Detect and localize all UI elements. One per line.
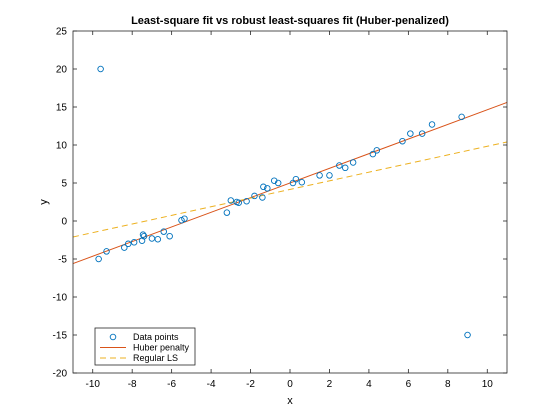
series-line-regular-ls xyxy=(72,141,508,238)
x-tick-label: 10 xyxy=(482,379,494,390)
data-point xyxy=(349,159,357,166)
data-point xyxy=(121,244,128,251)
y-tick-label: 10 xyxy=(56,141,68,152)
data-point xyxy=(428,121,436,128)
y-tick-label: -15 xyxy=(53,331,68,342)
legend-label-data-points: Data points xyxy=(133,332,179,342)
x-tick-label: -10 xyxy=(86,379,101,390)
y-tick-label: 20 xyxy=(56,65,68,76)
y-tick-label: 15 xyxy=(56,103,68,114)
data-point xyxy=(264,185,271,192)
data-point xyxy=(95,255,102,263)
data-point xyxy=(227,197,235,204)
data-point xyxy=(458,113,465,121)
data-point xyxy=(274,179,282,187)
x-tick-label: -4 xyxy=(207,379,216,390)
data-point xyxy=(260,183,267,191)
data-point xyxy=(259,194,266,201)
x-tick-label: 6 xyxy=(406,379,412,390)
data-point xyxy=(407,130,414,137)
x-tick-label: -2 xyxy=(246,379,255,390)
data-point xyxy=(292,175,300,183)
data-point xyxy=(130,239,138,246)
data-point xyxy=(316,172,323,179)
data-point xyxy=(235,199,242,207)
data-point xyxy=(160,228,167,235)
x-tick-label: 4 xyxy=(366,379,372,390)
data-point xyxy=(373,147,381,154)
y-axis-label: y xyxy=(38,199,50,205)
data-point xyxy=(243,197,250,205)
data-point xyxy=(103,248,110,255)
data-point xyxy=(399,137,406,145)
x-tick-label: 0 xyxy=(287,379,293,390)
data-point xyxy=(140,232,148,240)
y-tick-label: -20 xyxy=(53,369,68,380)
data-point xyxy=(166,232,173,240)
data-point xyxy=(341,164,349,172)
data-point xyxy=(251,192,258,200)
data-point xyxy=(369,150,377,158)
data-point xyxy=(181,215,188,222)
x-tick-label: 8 xyxy=(445,379,451,390)
y-tick-label: 0 xyxy=(61,217,67,228)
y-tick-label: -10 xyxy=(53,293,68,304)
chart-title: Least-square fit vs robust least-squares… xyxy=(131,15,449,27)
y-tick-label: 25 xyxy=(56,27,68,38)
y-tick-label: -5 xyxy=(58,255,67,266)
data-point xyxy=(326,172,333,179)
plot-area xyxy=(73,31,507,373)
x-tick-label: 2 xyxy=(327,379,333,390)
legend-label-regular-ls: Regular LS xyxy=(133,353,178,363)
x-axis-label: x xyxy=(287,395,293,407)
data-point xyxy=(298,178,306,186)
data-point xyxy=(124,240,132,248)
data-point xyxy=(336,162,343,169)
data-point xyxy=(97,65,104,73)
data-point xyxy=(139,231,147,238)
x-tick-label: -6 xyxy=(167,379,176,390)
legend-label-huber-penalty: Huber penalty xyxy=(133,343,190,353)
data-point xyxy=(223,209,231,216)
data-point xyxy=(154,235,162,243)
legend-swatch-data-points xyxy=(109,333,117,341)
x-tick-label: -8 xyxy=(128,379,137,390)
data-point xyxy=(418,130,426,137)
y-tick-label: 5 xyxy=(61,179,67,190)
data-points xyxy=(95,65,471,339)
data-point xyxy=(464,331,471,339)
